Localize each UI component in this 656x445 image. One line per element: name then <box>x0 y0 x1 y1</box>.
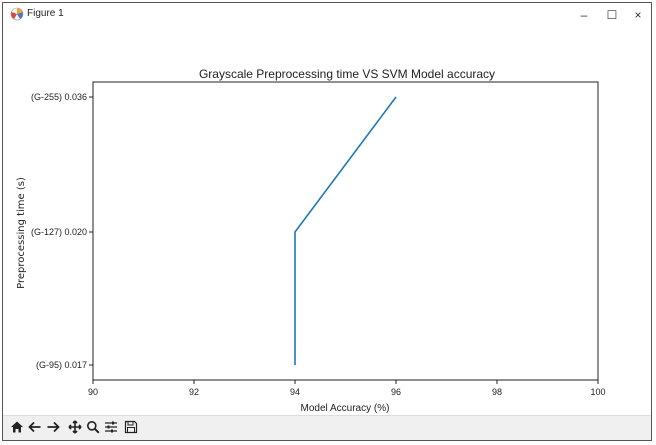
series-line <box>294 96 397 365</box>
forward-icon[interactable] <box>45 419 61 435</box>
x-tick-label: 98 <box>492 387 502 397</box>
title-bar: Figure 1 – ☐ × <box>3 3 651 27</box>
navigation-toolbar <box>3 415 651 440</box>
window-title: Figure 1 <box>27 8 64 19</box>
figure-window: Figure 1 – ☐ × Grayscale Preprocessing t… <box>2 2 652 441</box>
chart-title: Grayscale Preprocessing time VS SVM Mode… <box>199 67 495 81</box>
series-layer <box>294 96 397 365</box>
maximize-button[interactable]: ☐ <box>606 8 618 22</box>
x-tick-label: 100 <box>590 387 605 397</box>
x-tick-label: 94 <box>290 387 300 397</box>
configure-icon[interactable] <box>103 419 119 435</box>
save-icon[interactable] <box>123 419 139 435</box>
back-icon[interactable] <box>27 419 43 435</box>
minimize-button[interactable]: – <box>580 8 588 22</box>
zoom-icon[interactable] <box>85 419 101 435</box>
axes-frame <box>92 81 599 381</box>
y-axis-label: Preprocessing time (s) <box>16 177 27 289</box>
y-tick-label: (G-95) 0.017 <box>36 360 87 370</box>
line-chart: Grayscale Preprocessing time VS SVM Mode… <box>16 67 606 414</box>
x-axis: 90 92 94 96 98 100 <box>88 380 606 397</box>
plot-area: Grayscale Preprocessing time VS SVM Mode… <box>3 27 651 419</box>
x-axis-label: Model Accuracy (%) <box>301 403 390 414</box>
home-icon[interactable] <box>9 419 25 435</box>
matplotlib-app-icon <box>10 7 24 21</box>
y-tick-label: (G-255) 0.036 <box>31 92 87 102</box>
y-tick-label: (G-127) 0.020 <box>31 227 87 237</box>
x-tick-label: 96 <box>391 387 401 397</box>
close-button[interactable]: × <box>634 8 642 22</box>
pan-icon[interactable] <box>67 419 83 435</box>
x-tick-label: 92 <box>189 387 199 397</box>
y-axis: (G-95) 0.017 (G-127) 0.020 (G-255) 0.036 <box>31 92 93 370</box>
x-tick-label: 90 <box>88 387 98 397</box>
